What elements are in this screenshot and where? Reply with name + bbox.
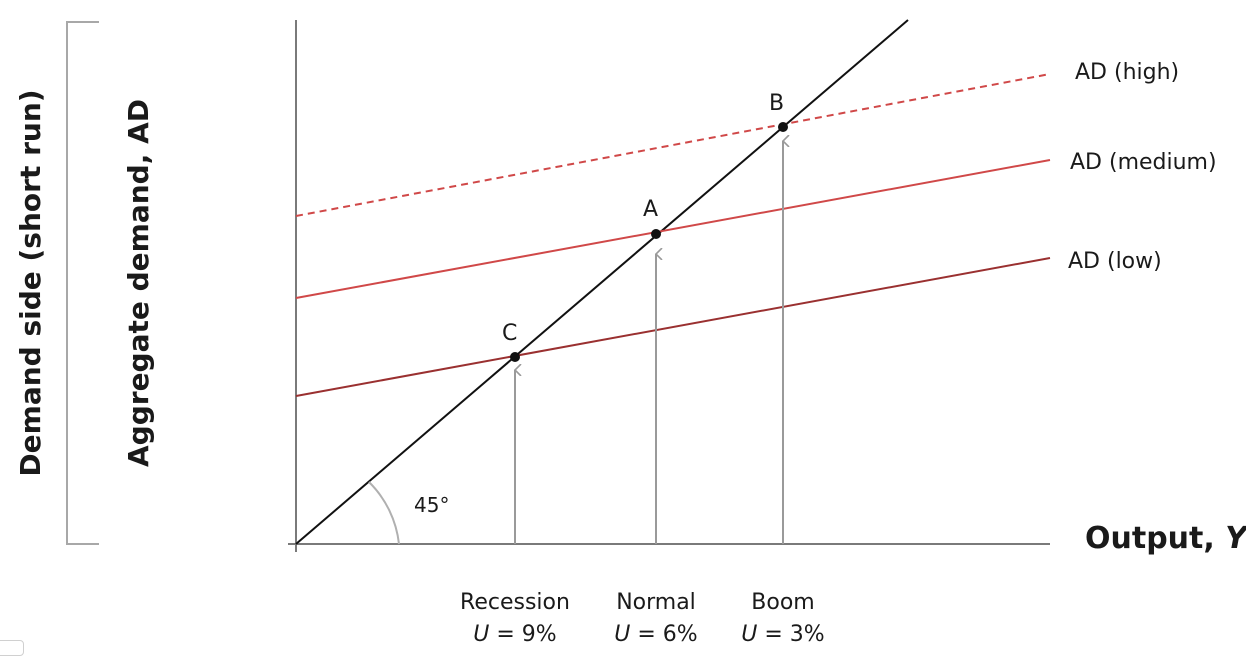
point-b-label: B <box>769 91 784 116</box>
angle-label: 45° <box>414 493 449 517</box>
recession-u-value: = 9% <box>489 622 556 647</box>
ad-low-label: AD (low) <box>1068 249 1162 274</box>
x-axis-label-text: Output, <box>1085 521 1225 556</box>
45-degree-line <box>295 19 909 545</box>
x-axis-label: Output, Y <box>1085 521 1246 556</box>
recession-label: Recession <box>460 590 570 615</box>
boom-unemployment: U = 3% <box>741 622 824 647</box>
normal-u-value: = 6% <box>630 622 697 647</box>
normal-unemployment: U = 6% <box>614 622 697 647</box>
point-c <box>510 352 520 362</box>
x-axis-variable: Y <box>1225 521 1246 556</box>
point-a <box>651 229 661 239</box>
boom-label: Boom <box>751 590 814 615</box>
point-c-label: C <box>502 321 517 346</box>
boom-u-var: U <box>741 622 757 647</box>
point-a-label: A <box>643 197 658 222</box>
normal-u-var: U <box>614 622 630 647</box>
ad-medium-label: AD (medium) <box>1070 150 1217 175</box>
angle-arc <box>368 481 400 545</box>
ad-low-line <box>295 257 1051 397</box>
point-b <box>778 122 788 132</box>
demand-side-bracket <box>66 21 99 545</box>
normal-label: Normal <box>616 590 696 615</box>
aggregate-demand-label: Aggregate demand, AD <box>122 99 155 467</box>
recession-u-var: U <box>473 622 489 647</box>
ad-high-line <box>295 73 1051 217</box>
ad-high-label: AD (high) <box>1075 60 1179 85</box>
ad-medium-line <box>295 159 1051 299</box>
boom-u-value: = 3% <box>757 622 824 647</box>
recession-unemployment: U = 9% <box>473 622 556 647</box>
demand-side-label: Demand side (short run) <box>14 89 47 476</box>
corner-widget <box>0 640 24 656</box>
